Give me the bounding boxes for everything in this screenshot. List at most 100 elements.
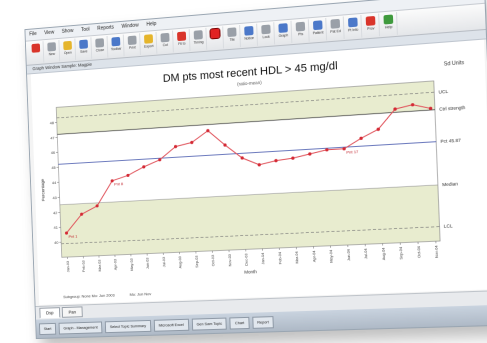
toolbar-button-pt-info[interactable]: Pt Info	[345, 15, 362, 39]
plot-area: 40 41 42 43 44 45 46 47 48 UCL Ctrl strength Pct 45…	[49, 79, 472, 274]
patient-icon	[313, 20, 323, 30]
toolbar-button-label: Print	[129, 45, 136, 49]
taskbar-item[interactable]: Microsoft Excel	[154, 318, 189, 331]
data-point[interactable]	[274, 159, 277, 162]
x-tick-label: Sep-03	[195, 255, 199, 267]
toolbar-button-print[interactable]: Print	[125, 33, 141, 56]
x-axis-label: Month	[244, 269, 257, 275]
x-tick-label: Jul-04	[364, 248, 369, 259]
reference-line-label: Median	[442, 181, 459, 187]
point-annotation: Pnt 8	[114, 181, 123, 187]
x-tick-label: Mar-03	[98, 260, 102, 272]
toolbar-button-label: Pat Ed	[330, 29, 341, 34]
point-annotation: Pnt 17	[346, 149, 358, 155]
chart-subtitle: (ratio-mean)	[237, 80, 262, 87]
application-window: File View Show Tool Reports Window Help New Ope…	[24, 0, 487, 339]
x-tick-label: Sep-04	[399, 247, 404, 260]
data-point[interactable]	[258, 163, 261, 166]
toolbar-button-graph[interactable]: Graph	[275, 21, 292, 45]
timing-icon	[194, 30, 203, 40]
menu-item-help[interactable]: Help	[146, 19, 156, 31]
data-point[interactable]	[308, 152, 311, 155]
x-tick-label: Apr-04	[312, 250, 317, 262]
y-tick-label: 46	[51, 150, 55, 155]
taskbar-item[interactable]: Report	[252, 316, 274, 329]
menu-item-window[interactable]: Window	[121, 20, 138, 32]
x-tick-label: Oct-03	[211, 255, 215, 267]
toolbar-button-export[interactable]: Export	[141, 32, 157, 55]
x-tick-label: Jul-03	[162, 257, 166, 267]
tab-dsp[interactable]: Dsp	[39, 307, 60, 318]
data-point[interactable]	[126, 174, 129, 177]
menu-item-file[interactable]: File	[29, 29, 37, 40]
menu-item-reports[interactable]: Reports	[97, 23, 114, 35]
y-tick-label: 42	[53, 210, 57, 215]
toolbar-button-open[interactable]: Open	[60, 39, 76, 62]
x-tick-label: Jan-04	[261, 253, 266, 265]
x-tick-label: Aug-04	[381, 248, 386, 261]
toolbar-button-tile[interactable]: Tile	[224, 25, 241, 48]
toolbar-button-toolbar[interactable]: Toolbar	[108, 35, 124, 58]
menu-item-tool[interactable]: Tool	[81, 25, 90, 36]
toolbar-button-pat-ed[interactable]: Pat Ed	[327, 16, 344, 40]
toolbar-button-timing[interactable]: Timing	[191, 28, 208, 51]
graph-icon	[278, 23, 287, 33]
toolbar-button-label: Graph	[279, 33, 289, 38]
toolbar-button-label: Lock	[263, 35, 270, 40]
x-tick-label: Jan-03	[66, 261, 70, 272]
taskbar-item[interactable]: Select Topic Summary	[105, 319, 151, 332]
toolbar-button-fit-to[interactable]: Fit to	[174, 29, 190, 52]
x-tick-label: Feb-03	[82, 260, 86, 272]
toolbar-button-label: Pt Info	[348, 28, 358, 33]
lower-band	[60, 185, 440, 257]
y-tick-label: 43	[52, 195, 56, 200]
point-annotation: Pnt 1	[68, 233, 77, 238]
toolbar-button-prov[interactable]: Prov	[362, 14, 380, 38]
points-icon	[296, 22, 306, 32]
y-tick-label: 44	[52, 180, 57, 185]
taskbar-item[interactable]: Gen Sam Topic	[191, 317, 227, 330]
cut-icon	[160, 33, 169, 43]
x-tick-label: Oct-04	[417, 246, 422, 258]
data-point[interactable]	[291, 156, 294, 159]
reference-line-label: Ctrl strength	[439, 105, 466, 112]
reference-line	[58, 142, 436, 165]
toolbar-button-label: Help	[385, 25, 393, 30]
data-point[interactable]	[142, 165, 145, 168]
toolbar-button-cut[interactable]: Cut	[157, 31, 173, 54]
y-axis-label: Percentage	[40, 178, 46, 201]
toolbar-button-label: Prov	[367, 26, 374, 31]
export-icon	[144, 34, 153, 44]
toolbar-button-stop[interactable]	[29, 41, 45, 64]
toolbar-button-close[interactable]: Close	[92, 36, 108, 59]
fit-icon	[177, 31, 186, 41]
x-tick-label: Dec-03	[244, 253, 249, 265]
toolbar-button-save[interactable]: Save	[76, 37, 92, 60]
toolbar-button-pts[interactable]: Pts	[293, 19, 310, 43]
reference-line-label: Pct 45.87	[440, 138, 461, 145]
toolbar-button-help[interactable]: Help	[380, 12, 398, 36]
taskbar-item[interactable]: Chart	[230, 316, 250, 329]
x-tick-label: Apr-03	[114, 259, 118, 270]
start-button[interactable]: Start	[39, 322, 56, 334]
pt-info-icon	[348, 17, 358, 27]
toolbar-button-label: Cut	[163, 43, 168, 47]
y-tick-label: 45	[51, 165, 56, 170]
reference-line-label: UCL	[438, 88, 448, 94]
menu-item-show[interactable]: Show	[62, 26, 74, 38]
toolbar-button-patient[interactable]: Patient	[310, 18, 327, 42]
toolbar-button-notice[interactable]: Notice	[241, 24, 258, 47]
taskbar-item[interactable]: Graph - Management	[59, 321, 103, 334]
tab-pan[interactable]: Pan	[62, 306, 83, 317]
toolbar-button-label: New	[49, 52, 55, 56]
toolbar-button-label: Pts	[298, 32, 303, 36]
toolbar-button-new[interactable]: New	[44, 40, 60, 63]
x-tick-label: Mar-04	[295, 251, 300, 263]
toolbar-button-chart[interactable]	[207, 26, 224, 49]
toolbar-button-lock[interactable]: Lock	[258, 22, 275, 45]
menu-item-view[interactable]: View	[44, 28, 54, 40]
x-tick-label: Jun-04	[346, 249, 351, 261]
notice-icon	[244, 26, 253, 36]
toolbar-button-label: Tile	[229, 38, 234, 42]
x-tick-label: Aug-03	[178, 256, 182, 268]
